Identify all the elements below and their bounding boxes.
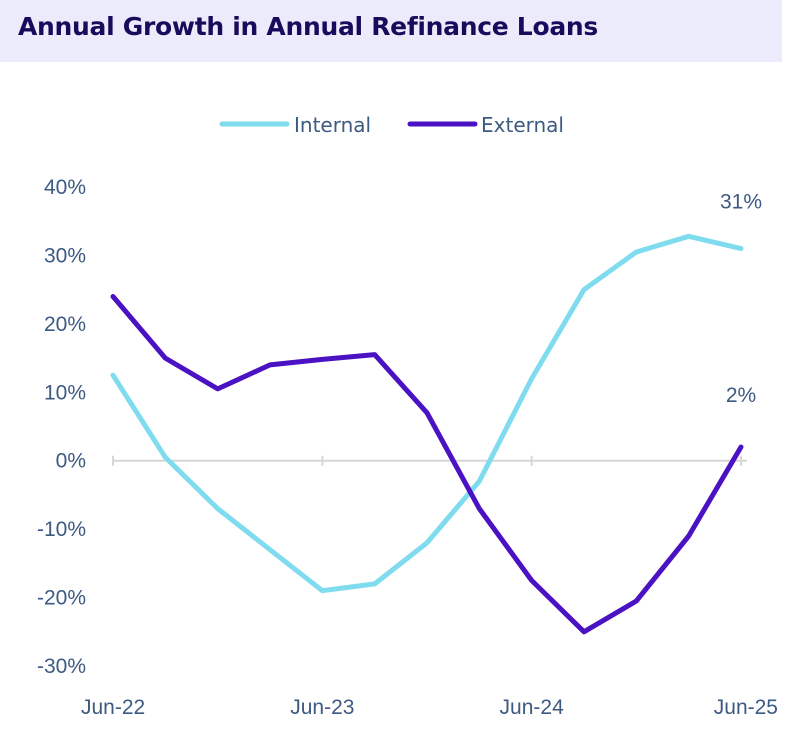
x-axis: Jun-22 Jun-23 Jun-24 Jun-25 [81,455,778,719]
y-axis: 40% 30% 20% 10% 0% -10% -20% -30% [37,176,86,678]
data-label-external: 2% [726,384,756,407]
x-tick-label: Jun-22 [81,696,145,719]
y-tick-label: 30% [44,244,86,267]
x-tick-label: Jun-25 [714,696,778,719]
y-tick-label: -20% [37,587,86,610]
x-tick-label: Jun-23 [290,696,354,719]
data-label-internal: 31% [720,191,762,214]
y-tick-label: 20% [44,313,86,336]
y-tick-label: 40% [44,176,86,199]
end-labels: 31% 2% [720,191,762,407]
y-tick-label: 0% [56,450,86,473]
legend-internal-label: Internal [294,113,371,137]
title-bar: Annual Growth in Annual Refinance Loans [0,0,782,62]
y-tick-label: -30% [37,655,86,678]
legend: Internal External [219,113,564,137]
legend-external-label: External [481,113,564,137]
series-line-external [110,294,744,635]
y-tick-label: 10% [44,381,86,404]
series-layer [110,233,744,635]
x-tick-label: Jun-24 [500,696,565,719]
y-tick-label: -10% [37,518,86,541]
series-line-internal [110,233,744,594]
chart-title: Annual Growth in Annual Refinance Loans [18,12,598,41]
